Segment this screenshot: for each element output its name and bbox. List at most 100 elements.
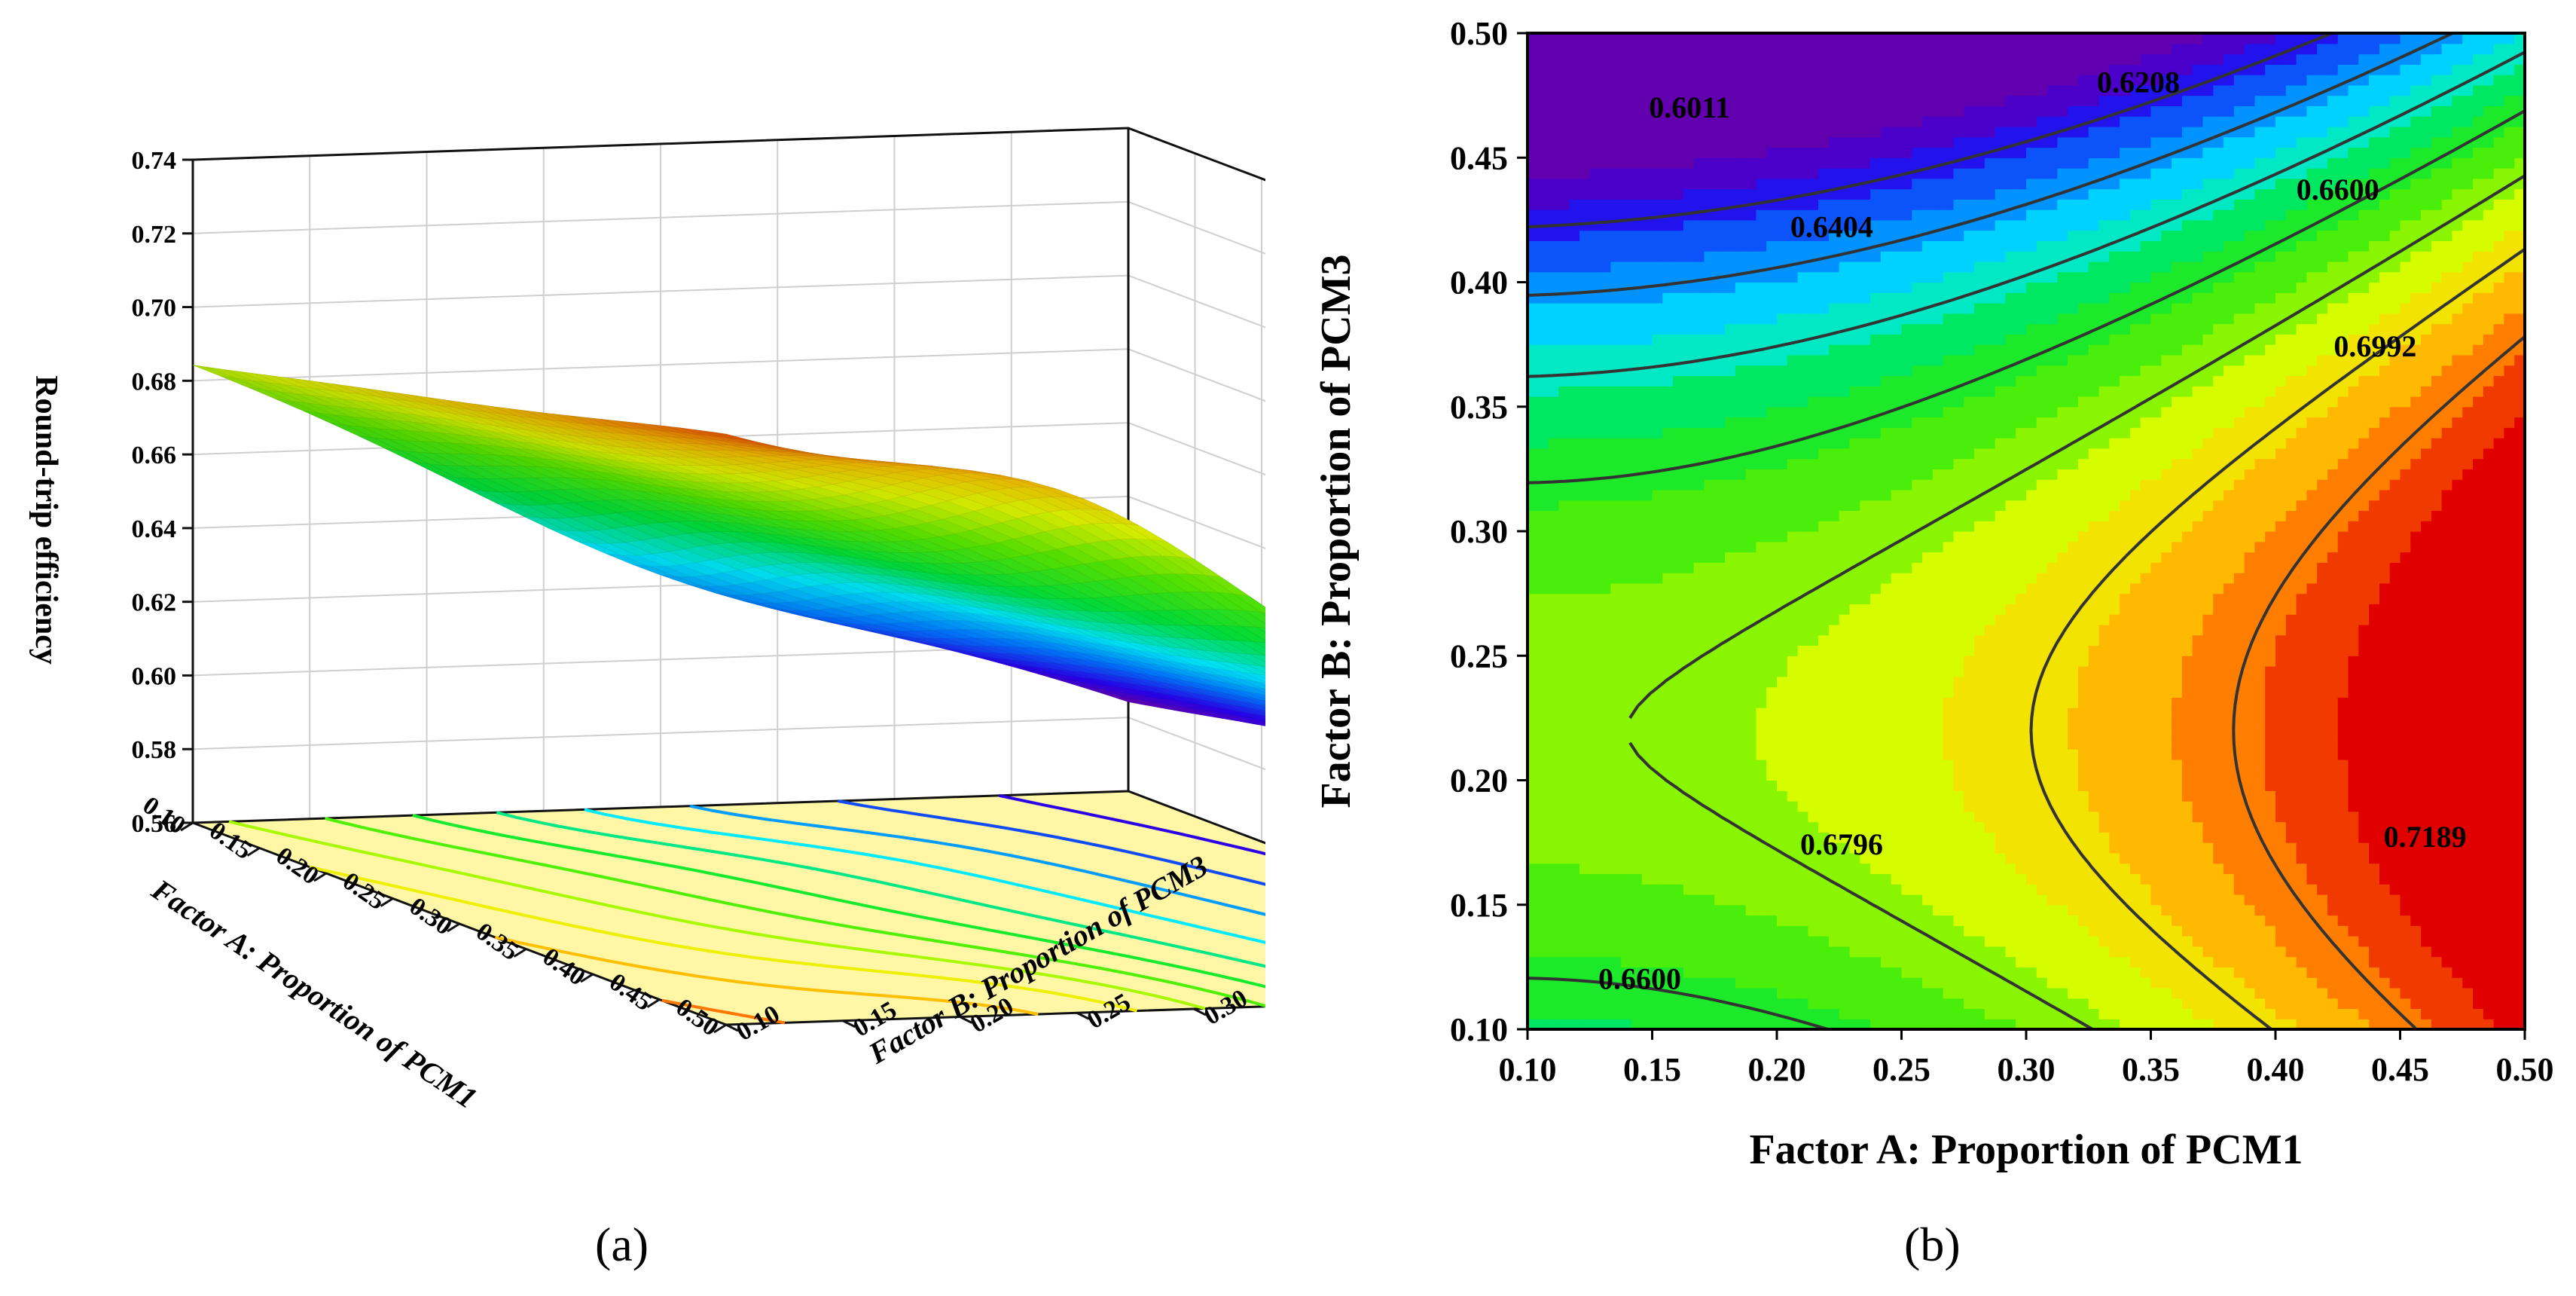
contour-cell xyxy=(1912,386,1923,397)
contour-cell xyxy=(1880,469,1892,480)
contour-cell xyxy=(1558,593,1570,604)
contour-cell xyxy=(1600,821,1611,833)
contour-cell xyxy=(1922,894,1934,906)
contour-cell xyxy=(1537,884,1549,895)
contour-cell xyxy=(1756,53,1767,65)
contour-cell xyxy=(1704,116,1715,127)
contour-cell xyxy=(1548,33,1559,44)
contour-cell xyxy=(1849,95,1860,106)
contour-cell xyxy=(1589,562,1601,573)
contour-cell xyxy=(1528,500,1539,512)
contour-cell xyxy=(1558,759,1570,771)
contour-cell xyxy=(1870,977,1882,989)
contour-cell xyxy=(1870,697,1882,708)
contour-cell xyxy=(1818,116,1830,127)
contour-cell xyxy=(1714,168,1726,179)
contour-cell xyxy=(1922,873,1934,885)
contour-cell xyxy=(1537,313,1549,325)
contour-cell xyxy=(1777,209,1788,221)
contour-cell xyxy=(1662,438,1674,449)
contour-cell xyxy=(1641,33,1653,44)
contour-cell xyxy=(1548,199,1559,210)
contour-cell xyxy=(1600,956,1611,967)
contour-cell xyxy=(1589,334,1601,345)
contour-cell xyxy=(1569,780,1580,791)
contour-cell xyxy=(1631,406,1643,418)
contour-cell xyxy=(1600,936,1611,947)
contour-cell xyxy=(1693,417,1705,428)
contour-cell xyxy=(1704,987,1715,999)
contour-cell xyxy=(1621,1008,1632,1019)
contour-cell xyxy=(1735,873,1747,885)
contour-cell xyxy=(1569,344,1580,356)
contour-cell xyxy=(1891,582,1903,595)
contour-cell xyxy=(1673,790,1684,802)
contour-cell xyxy=(1673,64,1684,75)
contour-cell xyxy=(1808,676,1819,688)
contour-cell xyxy=(1891,178,1903,190)
contour-cell xyxy=(1725,240,1736,252)
contour-cell xyxy=(1839,282,1851,293)
contour-cell xyxy=(1537,790,1549,802)
b-tick xyxy=(1076,1011,1090,1020)
contour-cell xyxy=(1662,500,1674,512)
contour-cell xyxy=(1683,573,1695,584)
contour-cell xyxy=(1901,977,1912,989)
contour-cell xyxy=(1901,904,1912,916)
contour-cell xyxy=(1891,188,1903,200)
contour-cell xyxy=(1569,53,1580,65)
contour-cell xyxy=(1745,105,1757,117)
contour-cell xyxy=(1912,552,1923,563)
contour-cell xyxy=(1683,75,1695,86)
contour-cell xyxy=(1860,604,1871,615)
contour-cell xyxy=(1662,936,1674,947)
contour-cell xyxy=(1787,956,1799,967)
contour-cell xyxy=(1548,136,1559,148)
contour-cell xyxy=(1528,303,1539,314)
contour-cell xyxy=(1828,832,1840,843)
contour-cell xyxy=(1589,116,1601,127)
contour-cell xyxy=(1693,811,1705,823)
contour-cell xyxy=(1683,582,1695,595)
contour-cell xyxy=(1569,303,1580,314)
contour-cell xyxy=(1569,406,1580,418)
contour-cell xyxy=(1766,458,1778,469)
contour-cell xyxy=(1569,188,1580,200)
contour-cell xyxy=(1600,84,1611,96)
contour-cell xyxy=(1880,531,1892,543)
contour-cell xyxy=(1548,666,1559,677)
contour-cell xyxy=(1548,282,1559,293)
contour-cell xyxy=(1745,271,1757,283)
contour-cell xyxy=(1610,1008,1622,1019)
contour-cell xyxy=(1662,354,1674,366)
contour-cell xyxy=(1600,95,1611,106)
contour-cell xyxy=(1745,157,1757,169)
contour-cell xyxy=(1589,178,1601,190)
contour-cell xyxy=(1662,552,1674,563)
contour-cell xyxy=(1704,334,1715,345)
contour-cell xyxy=(1922,832,1934,843)
contour-cell xyxy=(1631,95,1643,106)
contour-cell xyxy=(1641,323,1653,335)
contour-cell xyxy=(1693,188,1705,200)
contour-cell xyxy=(1787,33,1799,44)
contour-cell xyxy=(1735,614,1747,625)
contour-cell xyxy=(1569,396,1580,408)
contour-cell xyxy=(1693,116,1705,127)
contour-cell xyxy=(1704,552,1715,563)
contour-cell xyxy=(1777,116,1788,127)
contour-cell xyxy=(1528,884,1539,895)
contour-cell xyxy=(1797,240,1808,252)
contour-cell xyxy=(1891,811,1903,823)
contour-cell xyxy=(1745,541,1757,553)
contour-cell xyxy=(1548,624,1559,636)
contour-cell xyxy=(1777,946,1788,958)
contour-cell xyxy=(1777,573,1788,584)
contour-cell xyxy=(1725,686,1736,698)
contour-cell xyxy=(1828,904,1840,916)
contour-cell xyxy=(1849,116,1860,127)
contour-cell xyxy=(1870,936,1882,947)
contour-cell xyxy=(1589,168,1601,179)
contour-cell xyxy=(1652,697,1663,708)
contour-cell xyxy=(1880,708,1892,719)
